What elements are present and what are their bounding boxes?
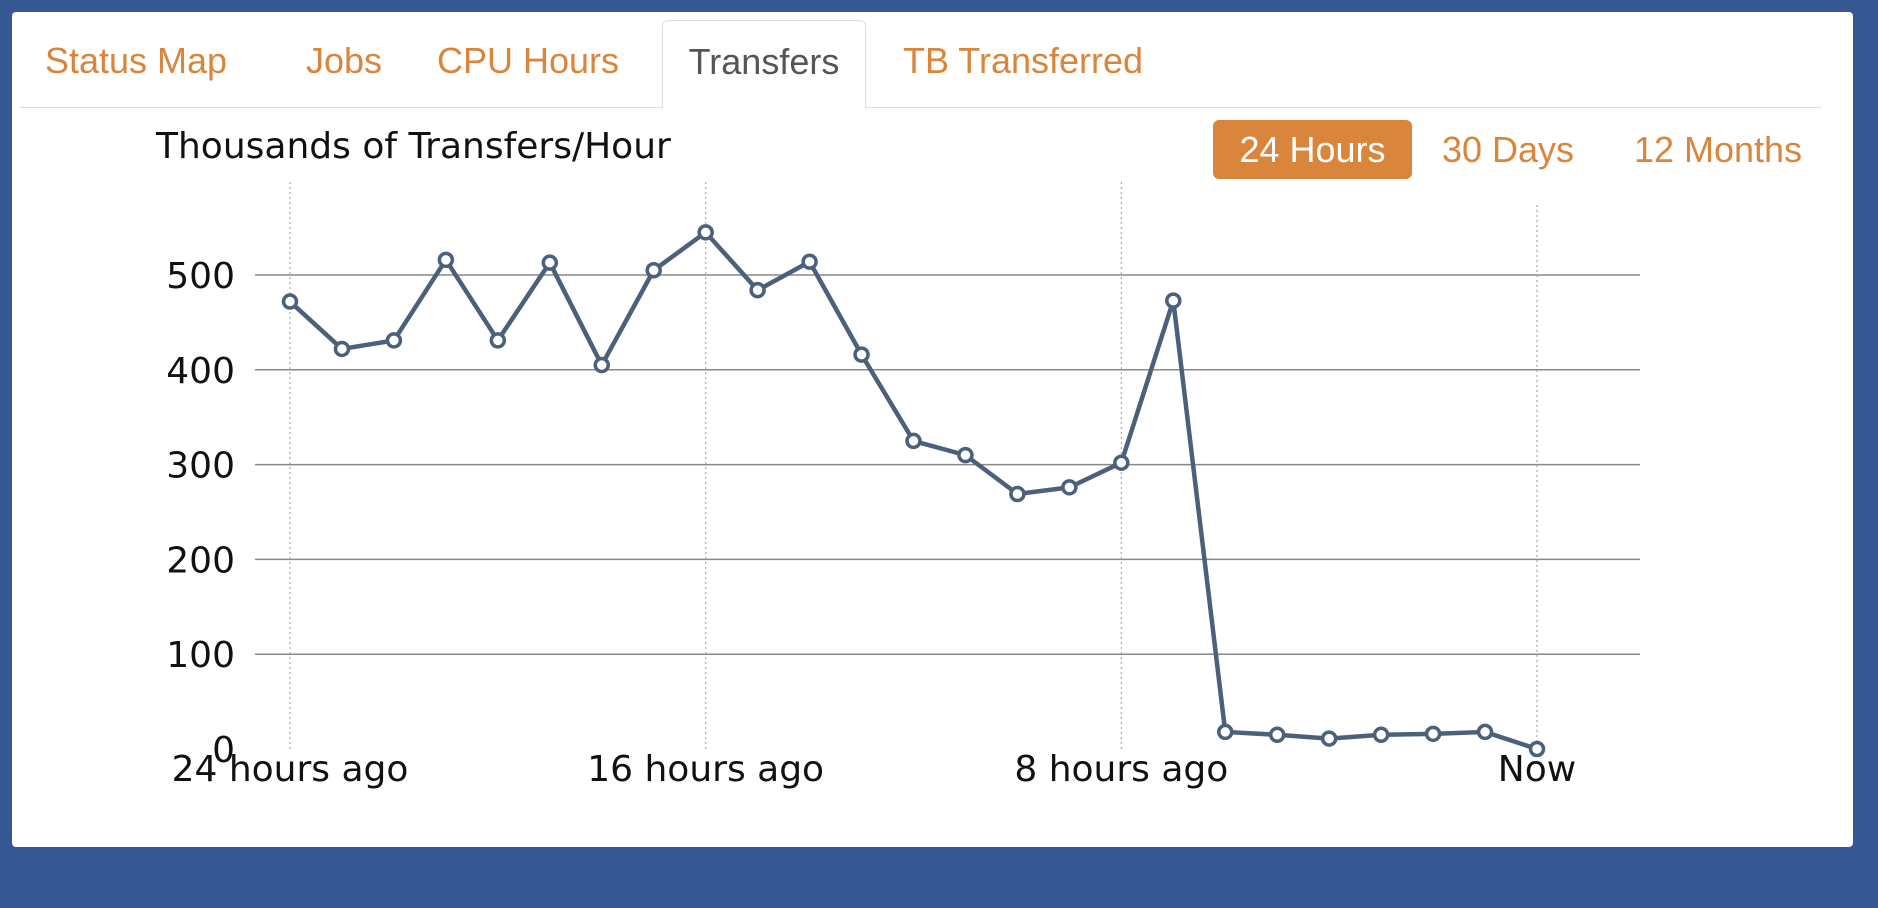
data-point [437,251,455,269]
main-panel [12,12,1853,847]
data-point [1268,726,1286,744]
data-point [1320,730,1338,747]
y-tick-label: 100 [166,635,235,676]
x-tick-label: 16 hours ago [587,749,824,790]
y-tick-label: 200 [166,540,235,581]
x-axis-labels: 24 hours ago 16 hours ago 8 hours ago Now [172,749,1577,790]
data-point [593,356,610,374]
data-point [385,332,403,349]
data-point [1113,454,1130,471]
series-line [288,230,1538,752]
tab-bar: Status Map Jobs CPU Hours Transfers TB T… [20,20,1821,108]
tab-cpu-hours[interactable]: CPU Hours [436,40,620,81]
data-point [489,332,507,349]
y-tick-label: 500 [166,256,235,297]
range-30-days-button[interactable]: 30 Days [1441,129,1575,170]
data-point [957,446,974,464]
data-point [853,346,870,363]
tab-status-map[interactable]: Status Map [44,40,228,81]
data-point [1165,292,1182,309]
data-point [1217,723,1234,741]
data-point [1424,725,1442,743]
data-point [1476,723,1494,741]
tab-tb-transferred[interactable]: TB Transferred [902,40,1144,81]
series-transfers [281,224,1546,758]
chart-grid [255,182,1640,749]
data-point [801,253,818,270]
data-point [645,262,662,279]
data-point [541,254,559,271]
chart-title: Thousands of Transfers/Hour [156,126,671,167]
data-point [697,224,714,241]
tab-jobs[interactable]: Jobs [305,40,383,81]
x-tick-label: 8 hours ago [1014,749,1228,790]
y-axis-labels: 0 100 200 300 400 500 [166,256,235,771]
y-tick-label: 0 [212,730,235,771]
data-point [281,293,299,310]
data-point [905,432,922,450]
tab-transfers[interactable]: Transfers [662,20,866,108]
data-point [1372,726,1390,744]
data-point [749,281,766,299]
data-point [1528,740,1546,758]
x-tick-label: 24 hours ago [172,749,409,790]
range-12-months-button[interactable]: 12 Months [1633,129,1803,170]
y-tick-label: 400 [166,351,235,392]
data-point [333,340,351,358]
data-point [1061,479,1078,496]
range-24-hours-button[interactable]: 24 Hours [1213,120,1412,179]
data-point [1009,485,1026,503]
y-tick-label: 300 [166,446,235,487]
